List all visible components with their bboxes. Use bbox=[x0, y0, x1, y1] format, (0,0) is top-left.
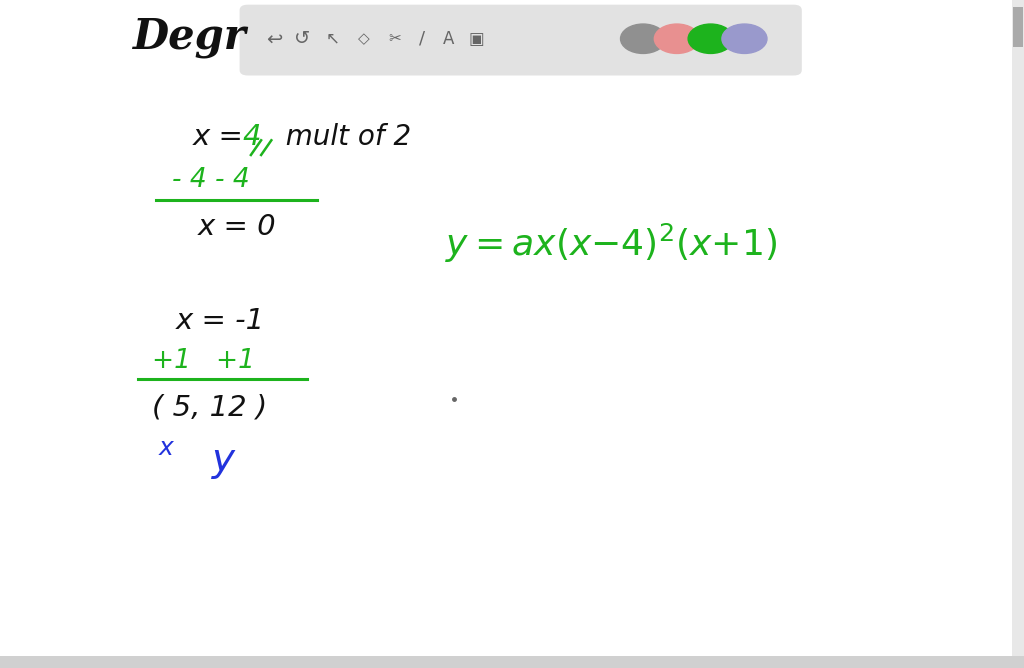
Text: ◇: ◇ bbox=[357, 31, 370, 46]
Text: ↩: ↩ bbox=[266, 29, 283, 48]
Text: ↺: ↺ bbox=[294, 29, 310, 48]
Text: ↖: ↖ bbox=[326, 30, 340, 47]
Text: x = 0: x = 0 bbox=[198, 213, 276, 241]
Bar bbox=[1013, 7, 1023, 47]
Text: mult of 2: mult of 2 bbox=[268, 123, 412, 151]
Text: A: A bbox=[442, 30, 455, 47]
Text: /: / bbox=[419, 30, 425, 47]
Text: ▣: ▣ bbox=[468, 30, 484, 47]
Bar bbox=[0, 656, 1024, 668]
Text: $\mathit{y{=}ax(x{-}4)^2(x{+}1)}$: $\mathit{y{=}ax(x{-}4)^2(x{+}1)}$ bbox=[445, 222, 777, 265]
Text: - 4 - 4: - 4 - 4 bbox=[172, 168, 250, 193]
Text: x =: x = bbox=[193, 123, 253, 151]
Circle shape bbox=[688, 24, 733, 53]
Circle shape bbox=[722, 24, 767, 53]
Text: ✂: ✂ bbox=[388, 31, 400, 46]
Circle shape bbox=[621, 24, 666, 53]
FancyBboxPatch shape bbox=[240, 5, 802, 75]
Text: Degr: Degr bbox=[133, 16, 246, 57]
Bar bbox=[1012, 0, 1024, 668]
Text: y: y bbox=[212, 441, 234, 478]
Text: 4: 4 bbox=[243, 123, 261, 151]
Text: +1   +1: +1 +1 bbox=[152, 348, 254, 373]
Text: x = -1: x = -1 bbox=[176, 307, 265, 335]
Text: x: x bbox=[159, 436, 173, 460]
Circle shape bbox=[654, 24, 699, 53]
Text: ( 5, 12 ): ( 5, 12 ) bbox=[152, 393, 267, 422]
